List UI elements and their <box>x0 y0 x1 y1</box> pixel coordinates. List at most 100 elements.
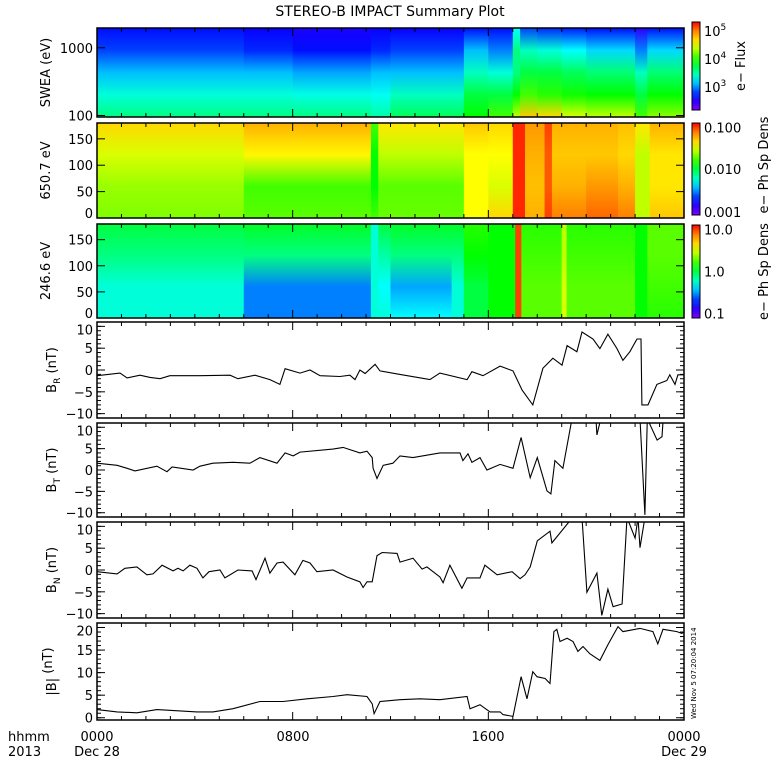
heatmap-column <box>544 123 553 218</box>
y-label-subscript: R <box>53 378 63 384</box>
heatmap-column <box>561 28 587 117</box>
y-tick-label: 150 <box>68 133 93 148</box>
heatmap-column <box>488 224 516 318</box>
y-tick-label: 0 <box>85 712 93 727</box>
y-tick-label: 100 <box>68 109 93 124</box>
y-tick-label: 1000 <box>60 42 93 57</box>
heatmap-column <box>463 123 489 218</box>
y-tick-label: 15 <box>76 644 93 659</box>
colorbar-2 <box>691 224 701 319</box>
colorbar-tick-base: 10 <box>704 25 721 40</box>
y-tick-label: 50 <box>76 286 93 301</box>
y-tick-label: 0 <box>85 464 93 479</box>
y-axis-label: |B| (nT) <box>41 647 60 695</box>
y-tick-label: 100 <box>68 260 93 275</box>
colorbar-tick-label: 0.001 <box>704 206 741 221</box>
heatmap-column <box>243 28 294 117</box>
data-line-3 <box>97 331 684 407</box>
heatmap-column <box>635 224 648 318</box>
y-label-unit: (nT) <box>41 647 56 677</box>
heatmap-column <box>521 224 563 318</box>
y-tick-label: 0 <box>85 564 93 579</box>
heatmap-column <box>488 28 514 117</box>
heatmap-column <box>451 224 465 318</box>
heatmap-column <box>488 123 514 218</box>
heatmap-column <box>617 123 636 218</box>
colorbar-tick-exponent: 4 <box>721 51 727 61</box>
colorbar-tick-label: 1.0 <box>704 266 725 281</box>
y-label-unit: (nT) <box>45 347 60 377</box>
colorbar-tick-exponent: 5 <box>721 23 727 33</box>
y-tick-label: −5 <box>74 586 93 601</box>
y-label-main: |B| <box>45 678 60 696</box>
y-label-unit: (nT) <box>45 547 60 577</box>
panel-frame <box>96 521 685 619</box>
y-label-main: B <box>45 484 60 493</box>
x-tick-label-3: 0000 <box>667 730 700 745</box>
colorbar-tick-label: 105 <box>704 23 726 40</box>
heatmap-column <box>370 123 379 218</box>
colorbar-tick-exponent: 3 <box>721 79 727 89</box>
colorbar-tick-label: 0.010 <box>704 163 741 178</box>
y-tick-label: 5 <box>85 542 93 557</box>
y-tick-label: 0 <box>85 307 93 322</box>
colorbar-tick-base: 10 <box>704 81 721 96</box>
y-tick-label: 0 <box>85 207 93 222</box>
start-date-label: Dec 28 <box>74 745 120 760</box>
heatmap-column <box>243 123 372 218</box>
colorbar-label: e− Ph Sp Dens <box>757 223 772 320</box>
panel-frame <box>96 422 685 518</box>
y-tick-label: 5 <box>85 342 93 357</box>
end-date-label: Dec 29 <box>661 745 707 760</box>
heatmap-column <box>635 123 651 218</box>
y-label-unit: (nT) <box>45 448 60 478</box>
y-tick-label: 50 <box>76 186 93 201</box>
heatmap-column <box>243 224 372 318</box>
panel-frame <box>96 622 685 721</box>
heatmap-column <box>647 28 685 117</box>
heatmap-column <box>97 28 245 117</box>
colorbar-0 <box>691 21 701 111</box>
heatmap-column <box>561 224 568 318</box>
y-tick-label: 10 <box>76 424 93 439</box>
heatmap-column <box>390 28 465 117</box>
y-tick-label: −5 <box>74 386 93 401</box>
heatmap-column <box>551 123 587 218</box>
heatmap-column <box>635 28 648 117</box>
panel-2: 10.0 1.0 0.1 e− Ph Sp Dens 246.6 eV 0 50 100 150 <box>39 223 772 323</box>
heatmap-column <box>97 224 245 318</box>
x-axis-labels: hhmm 2013 0000 0800 1600 0000 Dec 28 Dec… <box>8 730 707 760</box>
heatmap-column <box>586 123 619 218</box>
heatmap-column <box>586 28 636 117</box>
y-axis-label: BN (nT) <box>45 547 63 593</box>
heatmap-column <box>370 224 379 318</box>
x-tick-label-1: 0800 <box>276 730 309 745</box>
y-axis-label: BT (nT) <box>45 448 63 493</box>
heatmap-column <box>515 224 522 318</box>
colorbar-tick-base: 10 <box>704 53 721 68</box>
y-tick-label: −10 <box>66 608 93 623</box>
y-tick-label: 150 <box>68 234 93 249</box>
y-tick-label: 10 <box>76 667 93 682</box>
heatmap-column <box>566 224 636 318</box>
panel-6: |B| (nT) 0 5 10 15 20 <box>41 622 685 727</box>
y-axis-label: 650.7 eV <box>39 141 54 199</box>
colorbar-1 <box>691 122 701 216</box>
colorbar-label: e− Flux <box>734 41 749 91</box>
heatmap-column <box>512 28 521 117</box>
colorbar-tick-label: 10.0 <box>704 224 733 239</box>
y-label-main: B <box>45 384 60 393</box>
colorbar-tick-label: 0.1 <box>704 307 725 322</box>
heatmap-column <box>378 224 392 318</box>
y-tick-label: 20 <box>76 625 93 640</box>
y-axis-label: 246.6 eV <box>39 242 54 300</box>
heatmap-column <box>537 28 563 117</box>
panel-1: 0.100 0.010 0.001 e− Ph Sp Dens 650.7 eV 0 50 1… <box>39 116 772 222</box>
y-tick-label: −10 <box>66 507 93 522</box>
x-year-label: 2013 <box>8 745 41 760</box>
y-label-subscript: T <box>53 478 63 485</box>
